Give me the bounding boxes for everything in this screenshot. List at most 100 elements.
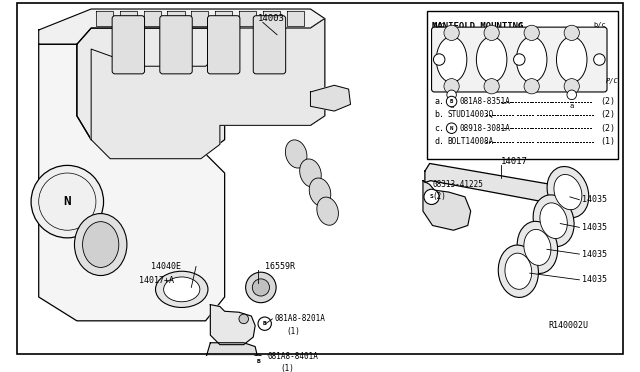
Polygon shape <box>287 11 304 26</box>
Ellipse shape <box>540 203 567 238</box>
Text: d: d <box>517 22 522 28</box>
Text: P/C: P/C <box>606 78 619 84</box>
Circle shape <box>252 279 269 296</box>
Text: b/c: b/c <box>593 22 605 28</box>
Circle shape <box>513 54 525 65</box>
Circle shape <box>446 96 457 107</box>
Text: a: a <box>570 103 574 109</box>
Ellipse shape <box>505 253 532 289</box>
Text: 081A8-8401A: 081A8-8401A <box>268 352 319 360</box>
Polygon shape <box>191 11 209 26</box>
Text: 08313-41225: 08313-41225 <box>433 180 483 189</box>
Ellipse shape <box>533 195 574 247</box>
Circle shape <box>444 25 460 41</box>
Ellipse shape <box>436 37 467 83</box>
Ellipse shape <box>300 159 321 187</box>
Circle shape <box>524 25 540 41</box>
Ellipse shape <box>556 37 587 83</box>
Text: (2): (2) <box>600 124 616 133</box>
Ellipse shape <box>554 174 582 210</box>
Text: B: B <box>263 321 267 326</box>
Polygon shape <box>310 85 351 111</box>
Text: 14040E: 14040E <box>151 262 181 271</box>
Text: a.: a. <box>435 97 444 106</box>
Text: B: B <box>450 99 453 104</box>
Circle shape <box>444 78 460 94</box>
Text: c.: c. <box>435 124 444 133</box>
Text: (2): (2) <box>433 192 446 201</box>
Circle shape <box>246 272 276 303</box>
Polygon shape <box>205 343 258 369</box>
Text: B: B <box>256 359 260 364</box>
Bar <box>427 11 618 159</box>
Text: N: N <box>63 195 71 208</box>
Circle shape <box>447 90 456 100</box>
Ellipse shape <box>74 214 127 276</box>
Circle shape <box>433 54 445 65</box>
Circle shape <box>31 166 104 238</box>
Circle shape <box>424 189 439 205</box>
Ellipse shape <box>309 178 331 206</box>
Text: b/c: b/c <box>433 22 445 28</box>
Circle shape <box>484 78 499 94</box>
Polygon shape <box>263 11 280 26</box>
Text: 14035: 14035 <box>582 223 607 232</box>
Text: 081A8-8351A: 081A8-8351A <box>460 97 510 106</box>
Text: 14035: 14035 <box>582 250 607 259</box>
Polygon shape <box>425 163 577 206</box>
Text: (1): (1) <box>600 137 616 146</box>
FancyBboxPatch shape <box>253 16 285 74</box>
Polygon shape <box>239 11 256 26</box>
Ellipse shape <box>285 140 307 168</box>
Polygon shape <box>91 19 324 159</box>
Polygon shape <box>143 11 161 26</box>
FancyBboxPatch shape <box>207 16 240 74</box>
Polygon shape <box>96 11 113 26</box>
Ellipse shape <box>164 277 200 302</box>
Text: R140002U: R140002U <box>549 321 589 330</box>
Text: (2): (2) <box>600 110 616 119</box>
Circle shape <box>239 314 248 324</box>
Circle shape <box>524 78 540 94</box>
Text: (1): (1) <box>280 364 294 372</box>
Polygon shape <box>77 19 324 154</box>
Text: S: S <box>429 194 433 199</box>
Ellipse shape <box>476 37 507 83</box>
Polygon shape <box>38 9 324 44</box>
Text: 08918-3081A: 08918-3081A <box>460 124 510 133</box>
Ellipse shape <box>547 167 589 218</box>
Ellipse shape <box>156 271 208 308</box>
Text: STUD14003Q: STUD14003Q <box>448 110 494 119</box>
Text: (2): (2) <box>600 97 616 106</box>
Text: b.: b. <box>435 110 444 119</box>
Polygon shape <box>211 305 255 345</box>
Text: 14017+A: 14017+A <box>139 276 174 285</box>
Polygon shape <box>38 44 225 321</box>
Text: d.: d. <box>435 137 444 146</box>
FancyBboxPatch shape <box>160 16 192 74</box>
Text: a: a <box>449 103 454 109</box>
Text: MANIFOLD MOUNTING: MANIFOLD MOUNTING <box>431 22 523 31</box>
Polygon shape <box>168 11 184 26</box>
Circle shape <box>567 90 577 100</box>
Polygon shape <box>215 11 232 26</box>
FancyBboxPatch shape <box>431 27 607 92</box>
Text: 081A8-8201A: 081A8-8201A <box>274 314 325 323</box>
Circle shape <box>564 25 579 41</box>
Polygon shape <box>120 11 137 26</box>
Text: 16559R: 16559R <box>265 262 294 271</box>
Circle shape <box>484 25 499 41</box>
Text: 14035: 14035 <box>582 195 607 204</box>
Circle shape <box>252 355 265 369</box>
Ellipse shape <box>83 222 119 267</box>
FancyBboxPatch shape <box>112 16 145 74</box>
Circle shape <box>564 78 579 94</box>
Polygon shape <box>423 181 470 230</box>
Text: N: N <box>450 126 453 131</box>
Ellipse shape <box>499 245 538 298</box>
Circle shape <box>594 54 605 65</box>
Circle shape <box>258 317 271 330</box>
Ellipse shape <box>524 230 551 265</box>
Circle shape <box>446 123 457 134</box>
Text: 14035: 14035 <box>582 275 607 284</box>
